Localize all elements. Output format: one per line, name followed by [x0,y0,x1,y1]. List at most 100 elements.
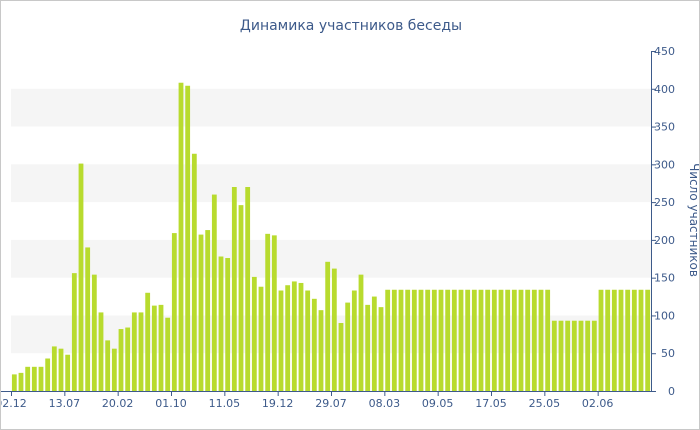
bar [438,289,444,391]
bar [291,281,297,391]
bar [338,323,344,391]
bar [78,163,84,391]
bar [598,289,604,391]
bar [498,289,504,391]
bar [98,312,104,391]
bar [611,289,617,391]
y-tick-label: 200 [654,234,675,247]
bar [638,289,644,391]
y-tick-label: 250 [654,196,675,209]
bar [538,289,544,391]
bar [218,256,224,391]
bar [11,374,17,391]
bar [405,289,411,391]
bar [445,289,451,391]
grid-band [11,239,651,278]
x-ticks-group: 02.12 13.07 20.02 01.10 11.05 19.12 29.07 08.03… [1,391,613,410]
bar [51,346,57,391]
grid-bands [11,88,651,354]
bar [458,289,464,391]
x-tick-label: 09.05 [422,397,454,410]
bar [231,187,237,391]
bar [31,366,37,391]
bar [471,289,477,391]
bar [58,348,64,391]
bar [625,289,631,391]
x-tick-label: 19.12 [262,397,294,410]
grid-band [11,315,651,354]
bar [191,153,197,391]
bar [265,233,271,391]
y-tick-label: 50 [661,347,675,360]
y-tick-label: 350 [654,121,675,134]
y-tick-label: 0 [668,385,675,398]
bar [205,230,211,391]
bar [591,320,597,391]
y-ticks-group: 0 50 100 150 200 250 300 350 400 450 [651,45,675,398]
bar [185,85,191,391]
bar [145,292,151,391]
bar [391,289,397,391]
bar [425,289,431,391]
y-tick-label: 400 [654,83,675,96]
bar [465,289,471,391]
bar [371,296,377,391]
bar [618,289,624,391]
bar [545,289,551,391]
bar [165,317,171,391]
bar [18,372,24,391]
bar [345,302,351,391]
bar [125,327,131,391]
bar [378,307,384,391]
bar [358,274,364,391]
bar [431,289,437,391]
bar [131,312,137,391]
bar [71,273,77,391]
x-tick-label: 08.03 [369,397,401,410]
bar [45,358,51,391]
bar [385,289,391,391]
bar [91,274,97,391]
bar [451,289,457,391]
grid-band [11,88,651,127]
bar [171,233,177,391]
bar [578,320,584,391]
bar [645,289,651,391]
y-axis-title: Число участников [687,163,699,277]
bar [525,289,531,391]
bar [478,289,484,391]
bar [198,234,204,391]
bar [311,298,317,391]
bar [105,340,111,391]
y-tick-label: 450 [654,45,675,58]
bar [245,187,251,391]
x-tick-label: 01.10 [155,397,187,410]
bar [485,289,491,391]
y-tick-label: 300 [654,158,675,171]
bar [305,290,311,391]
bar [491,289,497,391]
y-tick-label: 150 [654,272,675,285]
bar [518,289,524,391]
bar [511,289,517,391]
bar [605,289,611,391]
bar [411,289,417,391]
bar [558,320,564,391]
bar [278,290,284,391]
bar [398,289,404,391]
bar [178,82,184,391]
bar [351,290,357,391]
y-tick-label: 100 [654,309,675,322]
x-tick-label: 29.07 [315,397,347,410]
bar [325,261,331,391]
bar [365,304,371,391]
bar [111,348,117,391]
bar [25,366,31,391]
bar [271,235,277,391]
bar [298,282,304,391]
x-tick-label: 02.12 [1,397,27,410]
bar [505,289,511,391]
bar [158,304,164,391]
